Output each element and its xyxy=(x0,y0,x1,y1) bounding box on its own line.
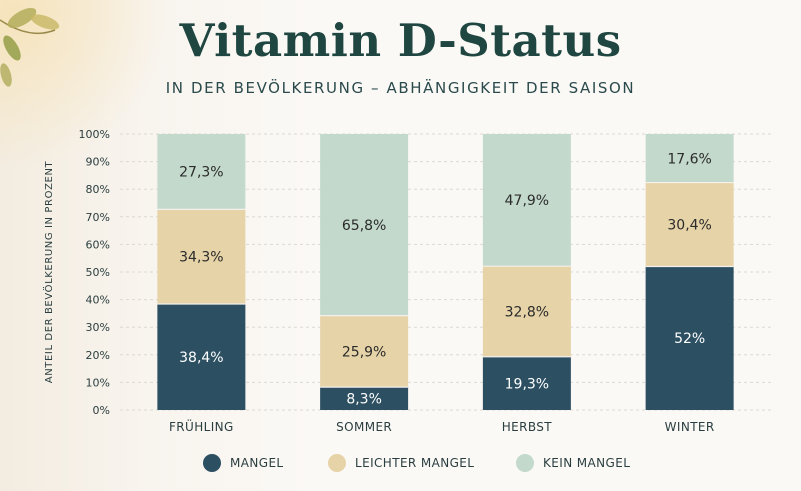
bar-segment xyxy=(645,182,734,267)
legend-item: KEIN MANGEL xyxy=(516,450,630,476)
y-tick-label: 100% xyxy=(79,128,110,141)
y-tick-label: 40% xyxy=(86,294,110,307)
data-label: 32,8% xyxy=(505,304,549,320)
legend-item: LEICHTER MANGEL xyxy=(328,450,474,476)
x-tick-label: HERBST xyxy=(502,420,553,434)
bar-segment xyxy=(157,304,246,410)
chart-title: Vitamin D-Status xyxy=(179,14,622,67)
bar-segment xyxy=(482,266,571,357)
data-label: 8,3% xyxy=(346,392,382,408)
y-tick-label: 90% xyxy=(86,156,110,169)
y-tick-label: 60% xyxy=(86,238,110,251)
data-label: 19,3% xyxy=(505,376,549,392)
data-label: 47,9% xyxy=(505,193,549,209)
bar-segment xyxy=(645,134,734,183)
x-tick-label: SOMMER xyxy=(336,420,392,434)
y-tick-label: 70% xyxy=(86,211,110,224)
bar-segment xyxy=(645,266,734,410)
x-tick-label: FRÜHLING xyxy=(169,418,234,434)
bar-segment xyxy=(482,134,571,267)
y-tick-label: 10% xyxy=(86,376,110,389)
chart-subtitle: IN DER BEVÖLKERUNG – ABHÄNGIGKEIT DER SA… xyxy=(165,79,636,97)
bar-segment xyxy=(157,209,246,305)
legend-item: MANGEL xyxy=(203,450,284,476)
bar-segment xyxy=(320,315,409,388)
data-label: 25,9% xyxy=(342,344,386,360)
y-tick-label: 50% xyxy=(86,266,110,279)
legend-swatch xyxy=(203,454,221,472)
y-tick-label: 30% xyxy=(86,321,110,334)
data-label: 27,3% xyxy=(179,165,223,181)
data-label: 17,6% xyxy=(667,151,711,167)
y-tick-label: 0% xyxy=(93,404,110,417)
legend-label: MANGEL xyxy=(230,456,284,470)
bar-segment xyxy=(320,134,409,316)
data-label: 65,8% xyxy=(342,218,386,234)
legend-swatch xyxy=(516,454,534,472)
y-axis-label: ANTEIL DER BEVÖLKERUNG IN PROZENT xyxy=(42,160,55,383)
data-label: 30,4% xyxy=(667,218,711,234)
data-label: 38,4% xyxy=(179,350,223,366)
legend-label: KEIN MANGEL xyxy=(543,456,631,470)
data-label: 52% xyxy=(674,331,705,347)
y-tick-label: 80% xyxy=(86,183,110,196)
bar-segment xyxy=(320,387,409,410)
bar-segment xyxy=(157,134,246,210)
x-tick-label: WINTER xyxy=(665,420,715,434)
legend-label: LEICHTER MANGEL xyxy=(355,456,475,470)
legend: MANGEL LEICHTER MANGEL KEIN MANGEL xyxy=(0,450,801,476)
data-label: 34,3% xyxy=(179,250,223,266)
y-tick-label: 20% xyxy=(86,349,110,362)
legend-swatch xyxy=(328,454,346,472)
bar-segment xyxy=(482,356,571,410)
